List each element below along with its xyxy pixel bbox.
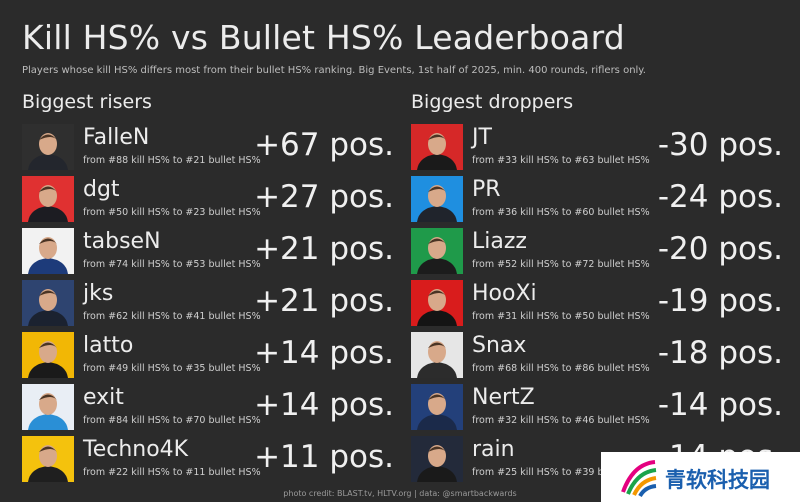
droppers-heading: Biggest droppers [411,91,574,113]
position-change: -14 pos. [657,387,783,423]
page-title: Kill HS% vs Bullet HS% Leaderboard [22,18,625,57]
rank-detail: from #31 kill HS% to #50 bullet HS% [472,311,650,322]
rank-detail: from #50 kill HS% to #23 bullet HS% [83,207,261,218]
watermark-logo-icon [621,460,657,498]
player-row: NertZ from #32 kill HS% to #46 bullet HS%… [411,384,783,436]
player-photo [22,124,74,170]
player-row: HooXi from #31 kill HS% to #50 bullet HS%… [411,280,783,332]
player-photo [411,436,463,482]
rank-detail: from #84 kill HS% to #70 bullet HS% [83,415,261,426]
position-change: -19 pos. [657,283,783,319]
photo-credit: photo credit: BLAST.tv, HLTV.org | data:… [283,489,517,498]
player-name: FalleN [83,125,150,150]
player-photo [411,124,463,170]
risers-heading: Biggest risers [22,91,152,113]
player-row: Techno4K from #22 kill HS% to #11 bullet … [22,436,394,488]
player-name: latto [83,333,134,358]
position-change: +67 pos. [254,127,394,163]
rank-detail: from #88 kill HS% to #21 bullet HS% [83,155,261,166]
position-change: +27 pos. [254,179,394,215]
position-change: -30 pos. [657,127,783,163]
player-name: Liazz [472,229,527,254]
player-row: dgt from #50 kill HS% to #23 bullet HS% +2… [22,176,394,228]
player-row: exit from #84 kill HS% to #70 bullet HS% +… [22,384,394,436]
player-name: rain [472,437,515,462]
player-photo [22,332,74,378]
rank-detail: from #22 kill HS% to #11 bullet HS% [83,467,261,478]
watermark: 青软科技园 [601,452,800,502]
watermark-text: 青软科技园 [665,468,770,492]
rank-detail: from #32 kill HS% to #46 bullet HS% [472,415,650,426]
player-name: Snax [472,333,527,358]
player-row: PR from #36 kill HS% to #60 bullet HS% -24… [411,176,783,228]
player-photo [411,228,463,274]
player-photo [411,176,463,222]
player-name: Techno4K [83,437,189,462]
position-change: -24 pos. [657,179,783,215]
rank-detail: from #36 kill HS% to #60 bullet HS% [472,207,650,218]
player-name: dgt [83,177,120,202]
player-photo [22,176,74,222]
player-row: jks from #62 kill HS% to #41 bullet HS% +2… [22,280,394,332]
player-name: tabseN [83,229,161,254]
player-row: Liazz from #52 kill HS% to #72 bullet HS%… [411,228,783,280]
player-row: FalleN from #88 kill HS% to #21 bullet HS… [22,124,394,176]
player-photo [22,280,74,326]
player-photo [411,280,463,326]
player-name: NertZ [472,385,535,410]
position-change: +14 pos. [254,387,394,423]
page-subtitle: Players whose kill HS% differs most from… [22,65,646,76]
player-name: PR [472,177,501,202]
player-name: JT [472,125,492,150]
rank-detail: from #62 kill HS% to #41 bullet HS% [83,311,261,322]
player-name: exit [83,385,124,410]
position-change: +21 pos. [254,283,394,319]
rank-detail: from #68 kill HS% to #86 bullet HS% [472,363,650,374]
droppers-list: JT from #33 kill HS% to #63 bullet HS% -30… [411,124,783,488]
player-photo [22,384,74,430]
position-change: +14 pos. [254,335,394,371]
position-change: +21 pos. [254,231,394,267]
player-row: tabseN from #74 kill HS% to #53 bullet HS… [22,228,394,280]
player-photo [411,332,463,378]
rank-detail: from #49 kill HS% to #35 bullet HS% [83,363,261,374]
rank-detail: from #52 kill HS% to #72 bullet HS% [472,259,650,270]
risers-list: FalleN from #88 kill HS% to #21 bullet HS… [22,124,394,488]
rank-detail: from #33 kill HS% to #63 bullet HS% [472,155,650,166]
player-name: HooXi [472,281,537,306]
player-photo [411,384,463,430]
player-row: Snax from #68 kill HS% to #86 bullet HS% -… [411,332,783,384]
rank-detail: from #25 kill HS% to #39 bullet HS% [472,467,650,478]
player-name: jks [83,281,114,306]
rank-detail: from #74 kill HS% to #53 bullet HS% [83,259,261,270]
player-row: latto from #49 kill HS% to #35 bullet HS%… [22,332,394,384]
position-change: -18 pos. [657,335,783,371]
position-change: -20 pos. [657,231,783,267]
position-change: +11 pos. [254,439,394,475]
player-photo [22,228,74,274]
player-photo [22,436,74,482]
player-row: JT from #33 kill HS% to #63 bullet HS% -30… [411,124,783,176]
